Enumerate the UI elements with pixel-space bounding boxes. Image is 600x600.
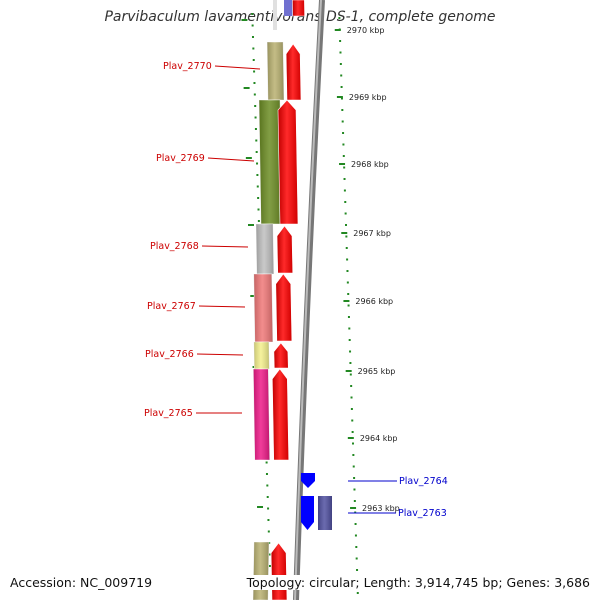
gene-block-shade [253, 342, 270, 369]
gene-block-shade [253, 369, 270, 460]
gene-block-shade [318, 496, 332, 530]
kbp-tick-label: 2965 kbp [358, 367, 396, 376]
kbp-tick-label: 2966 kbp [355, 297, 393, 306]
gene-label-leader [207, 157, 255, 162]
kbp-tick-label: 2964 kbp [360, 434, 398, 443]
gene-label-leader [198, 305, 246, 308]
gene-label: Plav_2764 [399, 476, 448, 487]
gene-label: Plav_2763 [398, 508, 447, 519]
map-title: Parvibaculum lavamentivorans DS-1, compl… [104, 9, 496, 25]
kbp-tick-label: 2969 kbp [349, 93, 387, 102]
genome-backbone [293, 0, 325, 600]
gene-arrow-forward [292, 0, 305, 17]
gene-block-shade [253, 274, 273, 342]
gene-arrow-forward [272, 368, 290, 461]
kbp-tick-label: 2970 kbp [347, 26, 385, 35]
gene-label-leader [201, 245, 249, 248]
kbp-tick-label: 2968 kbp [351, 160, 389, 169]
gene-label-leader [214, 65, 261, 70]
gene-block-shade [255, 224, 274, 274]
gene-label: Plav_2767 [147, 301, 196, 312]
gene-label: Plav_2770 [163, 61, 212, 72]
gene-block-shade [253, 542, 269, 600]
gene-label: Plav_2766 [145, 349, 194, 360]
gene-arrow-reverse [301, 473, 315, 488]
accession-text: Accession: NC_009719 [10, 575, 153, 590]
gene-arrow-forward [275, 273, 293, 342]
gene-arrow-forward [285, 43, 302, 101]
gene-block-shade [259, 100, 282, 224]
kbp-tick-label: 2963 kbp [362, 504, 400, 513]
gene-arrow-forward [276, 225, 294, 274]
gene-arrow-forward [270, 542, 288, 600]
genome-summary: Topology: circular; Length: 3,914,745 bp… [243, 575, 590, 590]
gene-arrow-forward [277, 99, 299, 225]
kbp-tick-label: 2967 kbp [353, 229, 391, 238]
gene-block-partial [273, 0, 277, 30]
gene-label-leader [196, 353, 244, 356]
gene-label: Plav_2769 [156, 153, 205, 164]
gene-label: Plav_2768 [150, 241, 199, 252]
gene-arrow-reverse [301, 496, 314, 530]
gene-arrow-forward [273, 342, 289, 369]
gene-label: Plav_2765 [144, 408, 193, 419]
genome-backbone-highlight [294, 0, 322, 600]
gene-block-shade [267, 42, 284, 100]
